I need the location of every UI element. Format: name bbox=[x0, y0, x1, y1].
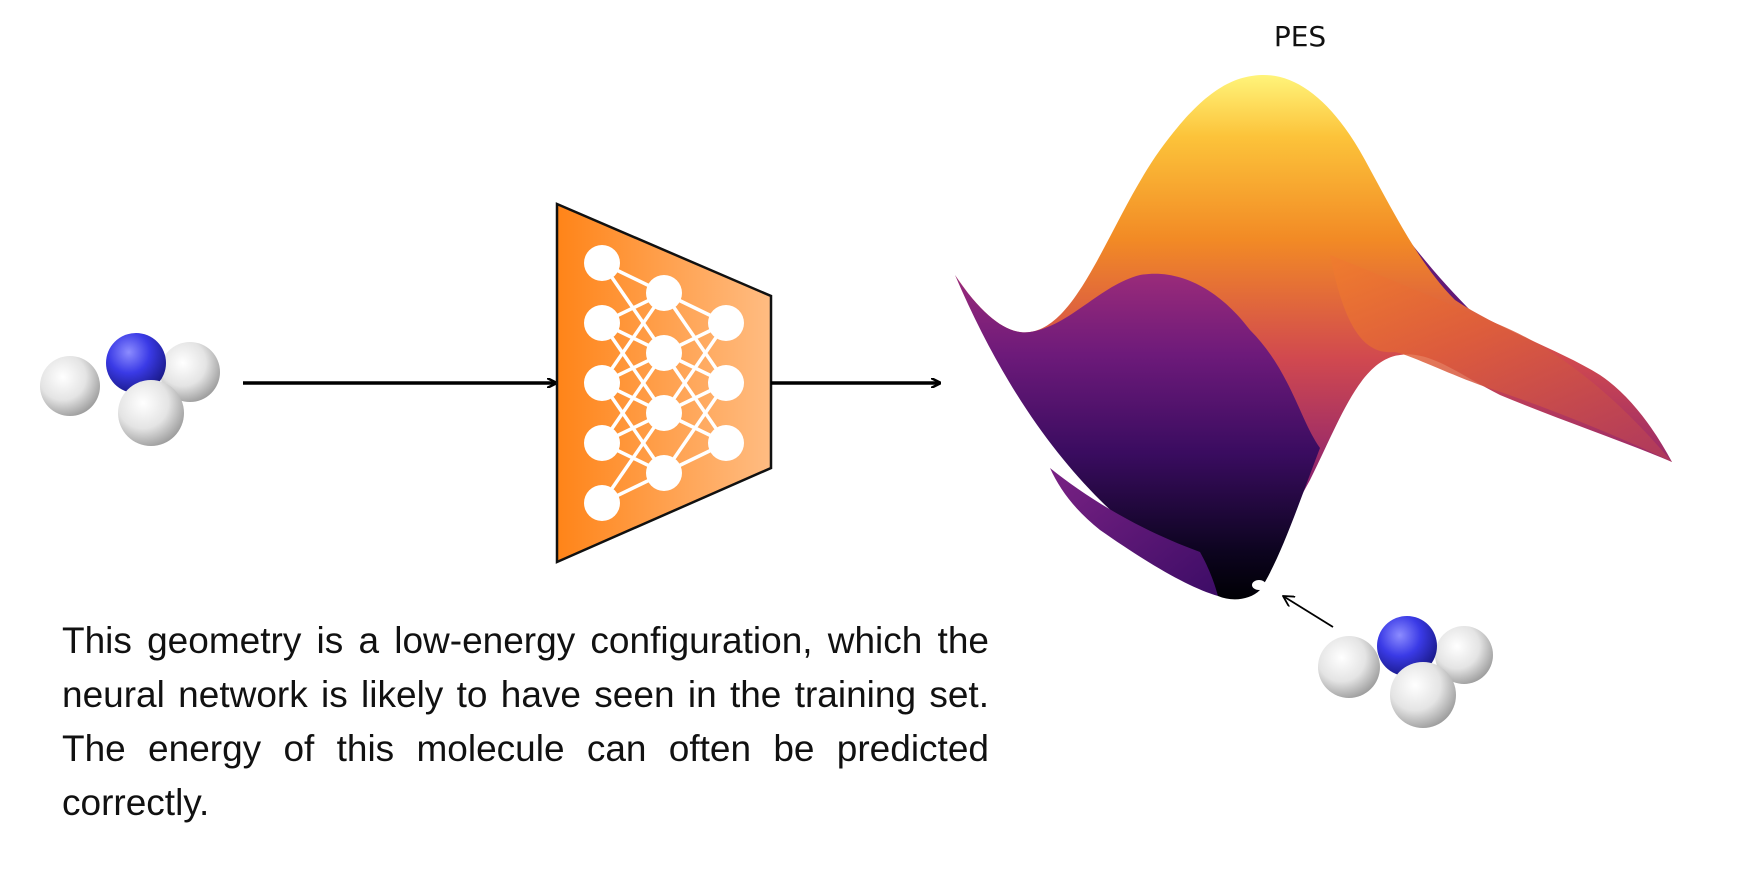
minimum-pointer-arrow bbox=[1283, 596, 1333, 627]
caption-text: This geometry is a low-energy configurat… bbox=[62, 614, 989, 830]
ammonia-molecule-icon bbox=[40, 333, 220, 446]
minimum-marker bbox=[1252, 580, 1266, 590]
potential-energy-surface bbox=[955, 75, 1672, 599]
neural-network-icon bbox=[557, 204, 771, 562]
ammonia-molecule-icon bbox=[1318, 616, 1493, 728]
pes-title: PES bbox=[1240, 20, 1360, 53]
